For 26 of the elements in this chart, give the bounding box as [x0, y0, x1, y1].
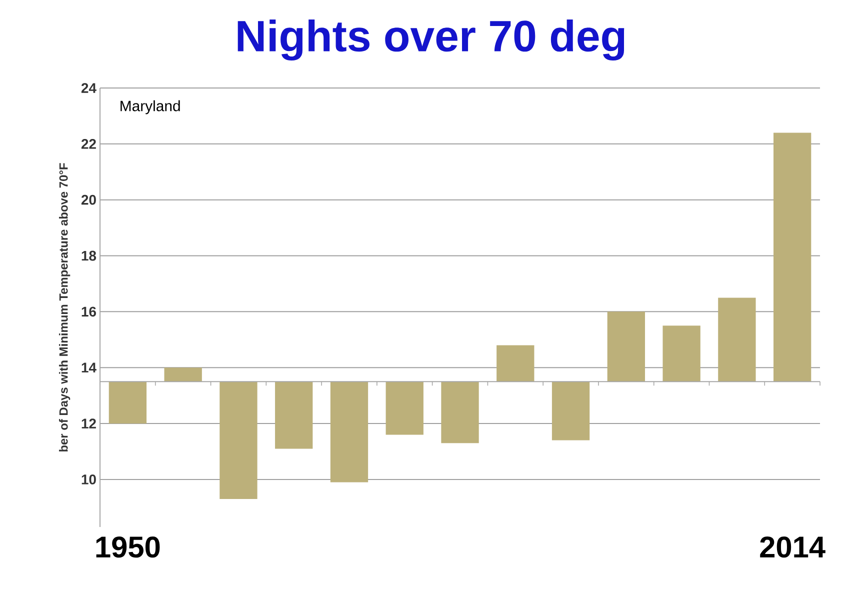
- x-tick-label: 2014: [760, 536, 826, 558]
- bar: [220, 382, 258, 500]
- bar: [496, 345, 534, 382]
- annotation: Maryland: [120, 100, 180, 114]
- bar: [275, 382, 313, 449]
- y-tick-label: 18: [82, 250, 96, 261]
- bar: [108, 382, 147, 424]
- x-tick-label: 1950: [96, 536, 160, 558]
- y-tick-label: 20: [81, 194, 96, 205]
- y-tick-label: 22: [81, 139, 96, 149]
- bar: [607, 312, 645, 382]
- bar: [773, 132, 812, 382]
- bar: [662, 326, 700, 382]
- chart-title: Nights over 70 deg: [238, 19, 624, 61]
- y-tick-label: 16: [82, 306, 96, 317]
- y-tick-label: 24: [81, 83, 96, 93]
- bar: [718, 298, 756, 382]
- y-tick-label: 14: [82, 362, 96, 372]
- bar: [441, 382, 479, 444]
- bar: [552, 382, 590, 440]
- y-tick-label: 10: [82, 474, 96, 484]
- bar: [330, 382, 368, 482]
- y-tick-label: 12: [82, 418, 96, 428]
- y-axis-title: ber of Days with Minimum Temperature above 70°F: [58, 163, 70, 452]
- bar: [164, 368, 202, 382]
- bar: [386, 382, 424, 435]
